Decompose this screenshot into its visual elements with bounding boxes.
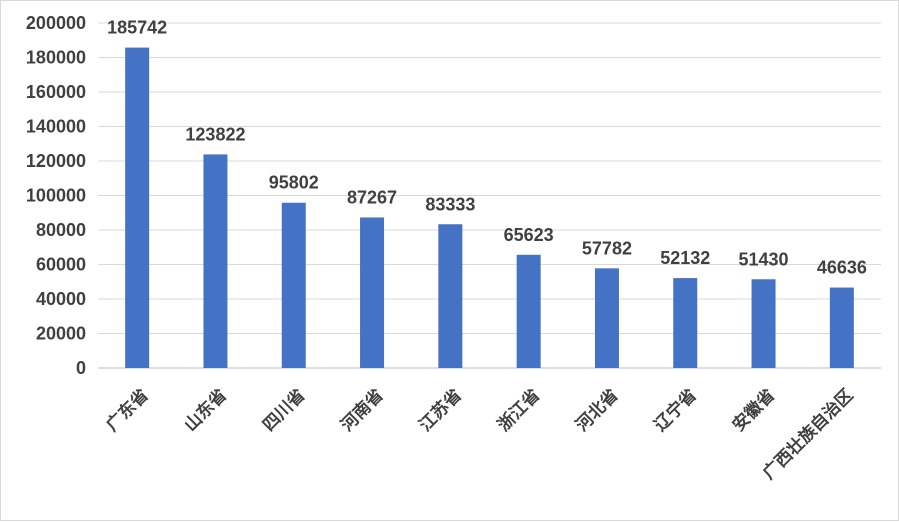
data-label: 57782 bbox=[582, 238, 632, 258]
data-label: 51430 bbox=[739, 249, 789, 269]
x-category-label: 江苏省 bbox=[415, 385, 466, 436]
x-category-label: 山东省 bbox=[180, 385, 231, 436]
bar bbox=[438, 224, 463, 368]
data-label: 65623 bbox=[504, 225, 554, 245]
x-category-label: 浙江省 bbox=[493, 385, 544, 436]
bar bbox=[829, 287, 854, 368]
data-label: 83333 bbox=[425, 194, 475, 214]
x-category-label: 辽宁省 bbox=[650, 385, 701, 436]
bar bbox=[281, 202, 306, 368]
x-category-label: 河北省 bbox=[572, 385, 623, 436]
bar bbox=[360, 217, 385, 368]
y-tick-label: 120000 bbox=[26, 151, 86, 171]
data-label: 46636 bbox=[817, 258, 867, 278]
y-tick-label: 80000 bbox=[36, 220, 86, 240]
y-tick-label: 200000 bbox=[26, 13, 86, 33]
y-axis-ticks: 0 20000 40000 60000 80000 100000 120000 140000 1… bbox=[26, 13, 86, 378]
y-tick-label: 140000 bbox=[26, 117, 86, 137]
bar bbox=[125, 47, 150, 368]
y-tick-label: 0 bbox=[76, 358, 86, 378]
bar bbox=[516, 254, 541, 368]
x-category-label: 四川省 bbox=[258, 385, 309, 436]
data-labels: 185742 123822 95802 87267 83333 65623 57782 521… bbox=[107, 18, 867, 278]
x-category-label: 广东省 bbox=[102, 385, 153, 436]
y-tick-label: 180000 bbox=[26, 48, 86, 68]
x-category-label: 安徽省 bbox=[728, 385, 779, 436]
gridlines bbox=[98, 22, 881, 369]
data-label: 185742 bbox=[107, 18, 167, 38]
bar bbox=[203, 154, 228, 368]
data-label: 52132 bbox=[660, 248, 710, 268]
x-category-label: 河南省 bbox=[337, 385, 388, 436]
y-tick-label: 60000 bbox=[36, 255, 86, 275]
y-tick-label: 20000 bbox=[36, 324, 86, 344]
data-label: 87267 bbox=[347, 187, 397, 207]
y-tick-label: 100000 bbox=[26, 186, 86, 206]
bar bbox=[751, 279, 776, 368]
bar bbox=[594, 268, 619, 368]
y-tick-label: 40000 bbox=[36, 289, 86, 309]
data-label: 123822 bbox=[185, 124, 245, 144]
bar bbox=[673, 278, 698, 368]
bars bbox=[125, 47, 854, 368]
y-tick-label: 160000 bbox=[26, 82, 86, 102]
data-label: 95802 bbox=[269, 173, 319, 193]
